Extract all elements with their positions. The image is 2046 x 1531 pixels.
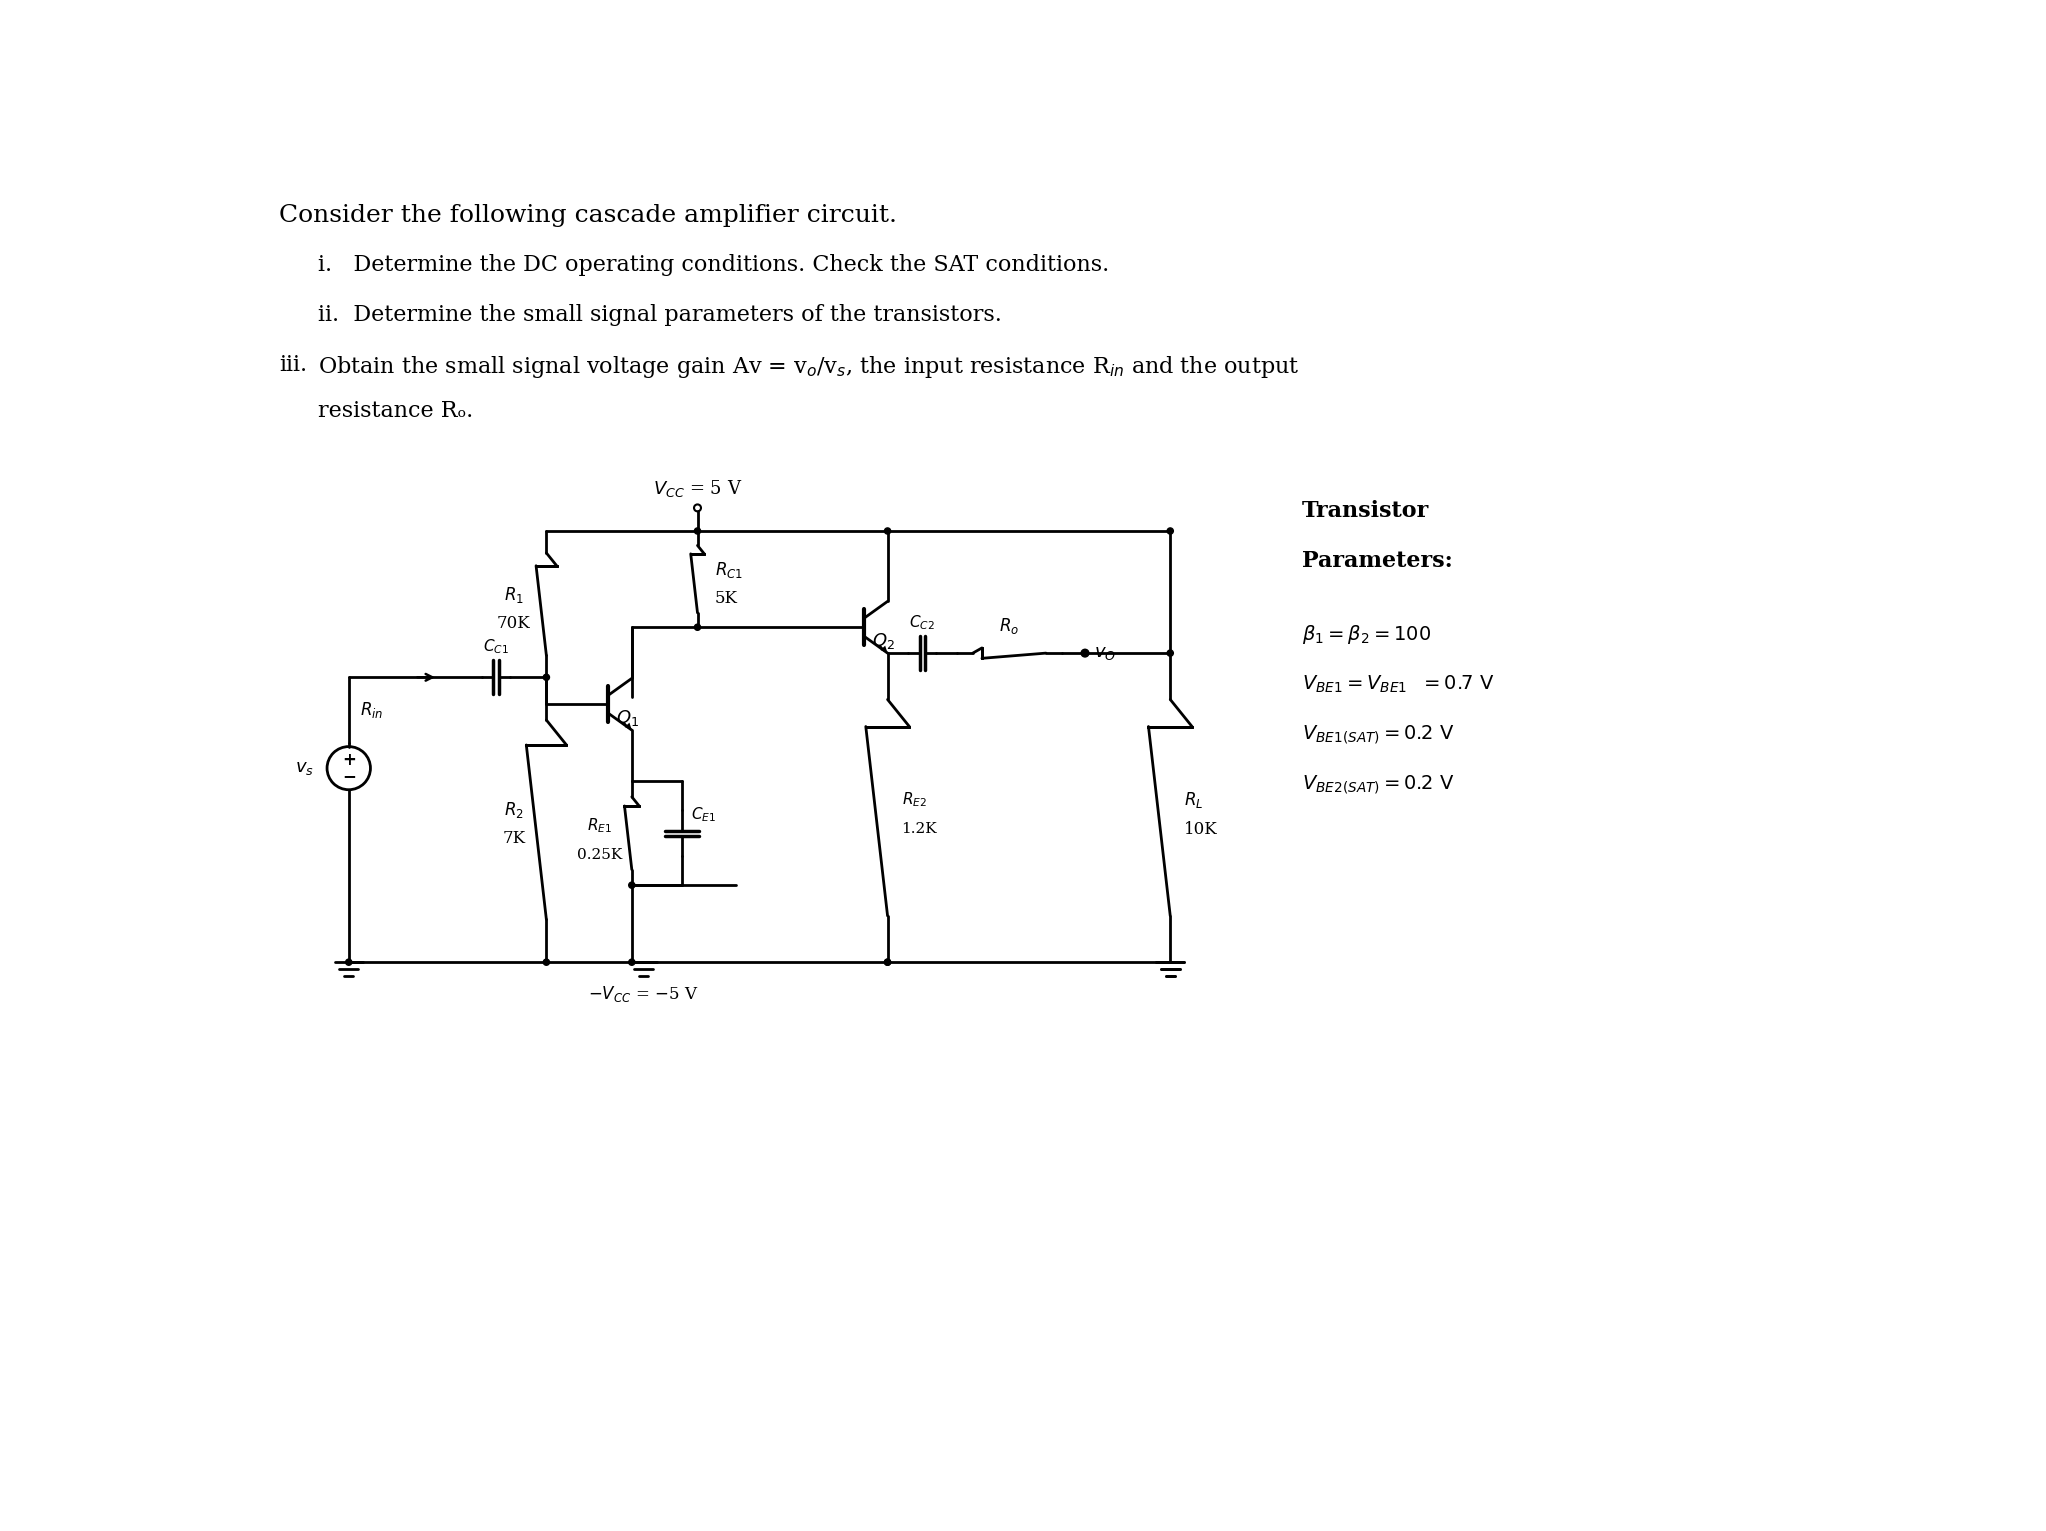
Text: $R_L$: $R_L$ [1185,790,1203,810]
Text: $R_{in}$: $R_{in}$ [360,700,385,720]
Text: Parameters:: Parameters: [1301,550,1453,573]
Text: $R_1$: $R_1$ [503,585,524,605]
Circle shape [544,958,550,965]
Text: $\beta_1 = \beta_2 = 100$: $\beta_1 = \beta_2 = 100$ [1301,623,1430,646]
Text: −: − [342,767,356,785]
Text: ii.  Determine the small signal parameters of the transistors.: ii. Determine the small signal parameter… [317,303,1003,326]
Text: 10K: 10K [1185,821,1217,837]
Text: $V_{CC}$ = 5 V: $V_{CC}$ = 5 V [653,478,743,499]
Text: $Q_1$: $Q_1$ [616,709,638,729]
Text: $-V_{CC}$ = $-$5 V: $-V_{CC}$ = $-$5 V [587,984,700,1004]
Text: Transistor: Transistor [1301,501,1430,522]
Circle shape [694,625,700,631]
Text: $R_{C1}$: $R_{C1}$ [714,560,743,580]
Text: 0.25K: 0.25K [577,848,622,862]
Text: $R_o$: $R_o$ [998,615,1019,637]
Circle shape [884,528,890,534]
Circle shape [346,958,352,965]
Circle shape [884,958,890,965]
Text: 7K: 7K [501,830,526,848]
Text: $C_{C1}$: $C_{C1}$ [483,637,509,655]
Circle shape [1080,649,1088,657]
Circle shape [628,958,634,965]
Text: $v_s$: $v_s$ [295,759,313,778]
Text: resistance Rₒ.: resistance Rₒ. [317,400,473,423]
Text: $R_{E2}$: $R_{E2}$ [902,790,927,810]
Text: $V_{BE2(SAT)} = 0.2\ \mathrm{V}$: $V_{BE2(SAT)} = 0.2\ \mathrm{V}$ [1301,773,1455,796]
Circle shape [628,882,634,888]
Circle shape [694,528,700,534]
Text: $C_{E1}$: $C_{E1}$ [692,805,716,824]
Text: $Q_2$: $Q_2$ [872,631,894,651]
Text: Consider the following cascade amplifier circuit.: Consider the following cascade amplifier… [278,204,896,227]
Text: 70K: 70K [497,615,530,632]
Text: iii.: iii. [278,354,307,377]
Text: $R_2$: $R_2$ [503,801,524,821]
Text: 5K: 5K [714,589,737,606]
Text: 1.2K: 1.2K [902,822,937,836]
Text: $R_{E1}$: $R_{E1}$ [587,816,612,834]
Text: +: + [342,752,356,770]
Polygon shape [880,646,888,654]
Text: $V_{BE1(SAT)} = 0.2\ \mathrm{V}$: $V_{BE1(SAT)} = 0.2\ \mathrm{V}$ [1301,724,1455,746]
Circle shape [1166,528,1172,534]
Circle shape [1166,651,1172,657]
Circle shape [884,958,890,965]
Text: $v_O$: $v_O$ [1095,645,1117,661]
Text: Obtain the small signal voltage gain Av = v$_o$/v$_s$, the input resistance R$_{: Obtain the small signal voltage gain Av … [317,354,1299,380]
Circle shape [544,674,550,680]
Text: $C_{C2}$: $C_{C2}$ [908,612,935,632]
Text: i.   Determine the DC operating conditions. Check the SAT conditions.: i. Determine the DC operating conditions… [317,254,1109,276]
Text: $V_{BE1} = V_{BE1}\ \ = 0.7\ \mathrm{V}$: $V_{BE1} = V_{BE1}\ \ = 0.7\ \mathrm{V}$ [1301,674,1496,695]
Polygon shape [624,723,632,730]
